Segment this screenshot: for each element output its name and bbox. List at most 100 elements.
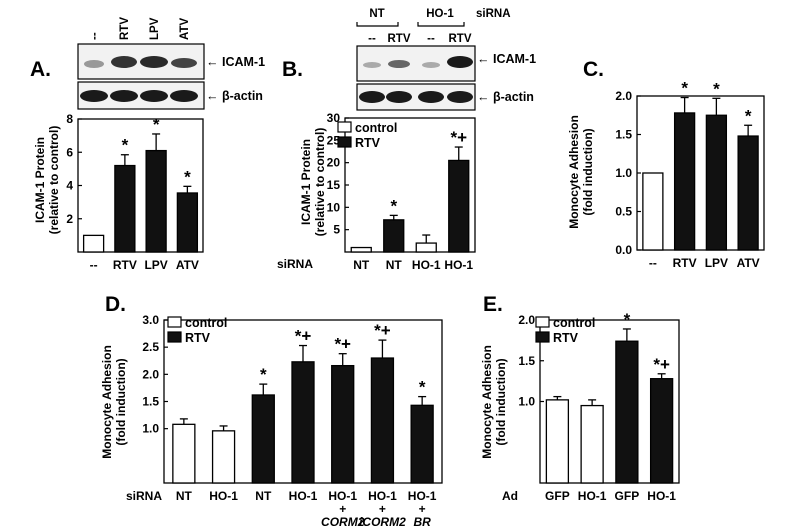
panel-c-ylabel-1: Monocyte Adhesion (567, 115, 581, 229)
y-tick-label: 0.0 (615, 243, 632, 257)
panel-e-ylabel-1: Monocyte Adhesion (480, 345, 494, 459)
y-tick-label: 2.0 (615, 89, 632, 103)
y-tick-label: 15 (327, 178, 341, 192)
bar (705, 114, 728, 251)
significance-label: * (122, 136, 129, 155)
treatment-plus: + (339, 502, 346, 516)
panel-e-ylabel-2: (fold induction) (494, 358, 508, 445)
panel-d-chart: 1.01.52.02.53.0NT HO-1*NT*+HO-1*+HO-1*+HO… (142, 313, 443, 529)
significance-label: * (153, 115, 160, 134)
legend-swatch (535, 331, 550, 343)
bar (649, 378, 674, 484)
y-tick-label: 5 (333, 223, 340, 237)
panel-e: E. Monocyte Adhesion (fold induction) Ad… (480, 293, 680, 503)
legend-swatch (337, 136, 352, 148)
category-label: HO-1 (647, 489, 676, 503)
y-tick-label: 2.5 (142, 340, 159, 354)
category-label: HO-1 (444, 258, 473, 272)
category-label: LPV (144, 258, 167, 272)
panel-b-bracket-nt (356, 22, 399, 27)
panel-a-ylabel-2: (relative to control) (47, 126, 61, 235)
significance-label: *+ (450, 128, 467, 147)
y-tick-label: 1.5 (142, 395, 159, 409)
panel-e-label: E. (483, 293, 503, 316)
significance-label: * (624, 310, 631, 329)
category-label: NT (176, 489, 193, 503)
panel-d-ylabel-1: Monocyte Adhesion (100, 345, 114, 459)
significance-label: * (390, 196, 397, 215)
bar (176, 192, 199, 253)
panel-b-lane-1: -- (368, 33, 376, 45)
y-tick-label: 30 (327, 111, 341, 125)
panel-a-band (140, 56, 168, 68)
legend-swatch (535, 316, 550, 328)
y-tick-label: 25 (327, 133, 341, 147)
legend-label: RTV (355, 136, 381, 150)
panel-a-band (170, 90, 198, 102)
y-tick-label: 1.0 (615, 166, 632, 180)
bar (82, 234, 105, 253)
legend-label: control (355, 121, 397, 135)
legend-label: control (553, 316, 595, 330)
panel-d-ylabel-2: (fold induction) (114, 358, 128, 445)
panel-a-band-label-icam: ← ICAM-1 (206, 55, 265, 69)
category-label: GFP (615, 489, 640, 503)
panel-a-ylabel-1: ICAM-1 Protein (33, 137, 47, 223)
y-tick-label: 0.5 (615, 205, 632, 219)
y-tick-label: 1.0 (518, 395, 535, 409)
category-label: RTV (673, 256, 697, 270)
panel-e-row-label: Ad (502, 489, 518, 503)
panel-b-band (363, 62, 381, 68)
legend-label: RTV (185, 331, 211, 345)
category-label: HO-1 (408, 489, 437, 503)
treatment-label: CORM2 (321, 515, 365, 529)
category-label: ATV (176, 258, 199, 272)
panel-b-band-label-actin: ← β-actin (477, 90, 534, 104)
panel-a-lane-3: LPV (149, 17, 161, 40)
y-tick-label: 1.5 (518, 354, 535, 368)
significance-label: * (745, 106, 752, 125)
panel-a-chart: 2 4 6 8 -- * RTV * LPV * ATV (66, 112, 204, 272)
y-tick-label: 1.5 (615, 128, 632, 142)
panel-b-band (418, 91, 444, 103)
bar (331, 364, 355, 484)
category-label: NT (353, 258, 370, 272)
legend-label: control (185, 316, 227, 330)
bar (383, 219, 405, 253)
category-label: LPV (705, 256, 728, 270)
panel-a: A. -- RTV LPV ATV ← ICAM-1 ← β-actin ICA… (30, 17, 265, 272)
panel-b-band-label-icam: ← ICAM-1 (477, 52, 536, 66)
category-label: ATV (737, 256, 760, 270)
panel-b-lane-2: RTV (388, 33, 411, 45)
panel-c: C. Monocyte Adhesion (fold induction) 0.… (567, 58, 765, 270)
bar (673, 112, 696, 251)
significance-label: * (260, 365, 267, 384)
panel-d-label: D. (105, 293, 126, 316)
panel-a-label: A. (30, 58, 51, 81)
treatment-label: iCORM2 (359, 515, 406, 529)
category-label: HO-1 (289, 489, 318, 503)
panel-b-band (447, 56, 473, 68)
category-label: RTV (113, 258, 137, 272)
category-label: -- (90, 258, 98, 272)
panel-b-label: B. (282, 58, 303, 81)
panel-b-bracket-ho1 (417, 22, 465, 27)
bar (642, 172, 664, 251)
panel-a-band (111, 56, 137, 68)
panel-d: D. Monocyte Adhesion (fold induction) si… (100, 293, 443, 529)
panel-a-band (140, 90, 168, 102)
legend-label: RTV (553, 331, 579, 345)
panel-c-label: C. (583, 58, 604, 81)
bar (737, 135, 759, 251)
panel-a-lane-4: ATV (179, 18, 191, 40)
y-tick-label: 6 (66, 145, 73, 159)
bar (415, 242, 437, 253)
y-tick-label: 20 (327, 156, 341, 170)
panel-b-row-label: siRNA (277, 257, 313, 271)
bar (172, 423, 196, 484)
category-label: NT (255, 489, 272, 503)
category-label: -- (649, 256, 657, 270)
panel-a-lane-1: -- (89, 32, 101, 40)
category-label: HO-1 (328, 489, 357, 503)
